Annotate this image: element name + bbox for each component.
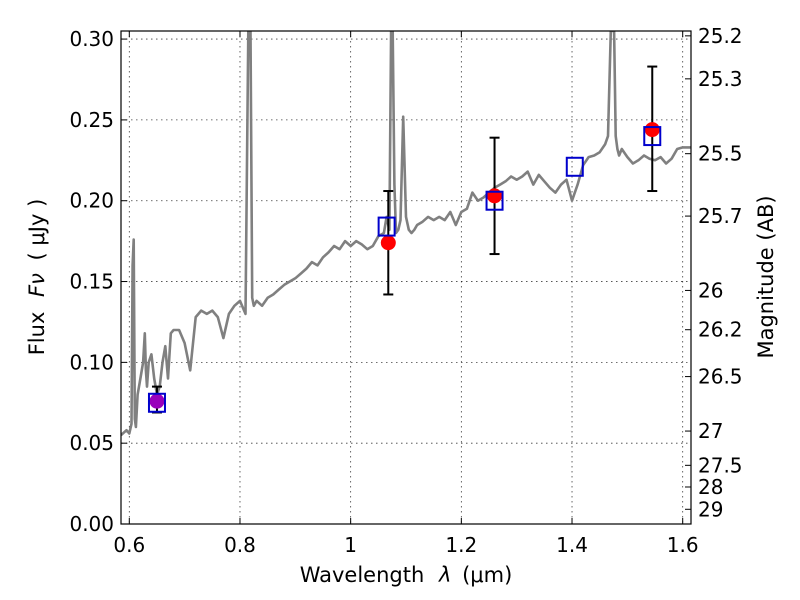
y2-tick-label: 26 xyxy=(698,278,723,302)
model-point xyxy=(565,156,584,177)
y2-tick-label: 27.5 xyxy=(698,453,743,477)
y2-tick-label: 29 xyxy=(698,497,723,521)
y-tick-label: 0.30 xyxy=(69,27,114,51)
x-tick-label: 1 xyxy=(344,533,357,557)
x-tick-label: 0.6 xyxy=(113,533,145,557)
y2-tick-label: 25.3 xyxy=(698,67,743,91)
y-tick-label: 0.10 xyxy=(69,350,114,374)
model-point xyxy=(147,392,166,413)
y2-tick-label: 26.5 xyxy=(698,365,743,389)
y2-tick-label: 26.2 xyxy=(698,318,743,342)
ticks xyxy=(121,31,691,525)
x-axis-label-symbol: λ xyxy=(438,563,451,587)
y-axis-label: Flux Fν ( μJy ) xyxy=(25,199,49,356)
y2-tick-label: 25.7 xyxy=(698,204,743,228)
y-axis-label-text: Flux xyxy=(25,312,49,356)
x-tick-label: 0.8 xyxy=(224,533,256,557)
x-axis-label-text: Wavelength xyxy=(300,563,425,587)
y2-tick-label: 28 xyxy=(698,475,723,499)
spectrum-layer xyxy=(121,31,691,437)
y-tick-label: 0.25 xyxy=(69,108,114,132)
x-tick-label: 1.6 xyxy=(667,533,699,557)
plot-frame xyxy=(120,30,692,525)
model-point xyxy=(643,126,662,147)
y2-tick-label: 27 xyxy=(698,419,723,443)
observed-point xyxy=(487,188,503,204)
x-tick-labels: 0.6 0.8 1 1.2 1.4 1.6 xyxy=(113,533,698,557)
x-axis-label: Wavelength λ (μm) xyxy=(300,563,513,587)
observed-point xyxy=(380,235,396,251)
y-axis-label-symbol: Fν xyxy=(25,273,49,297)
x-axis-label-unit: (μm) xyxy=(462,563,512,587)
y-tick-label: 0.20 xyxy=(69,189,114,213)
y2-tick-label: 25.5 xyxy=(698,142,743,166)
y-tick-label: 0.15 xyxy=(69,270,114,294)
y-axis-label-unit: ( μJy ) xyxy=(25,199,49,261)
y-tick-label: 0.05 xyxy=(69,431,114,455)
y-tick-labels: 0.00 0.05 0.10 0.15 0.20 0.25 0.30 xyxy=(69,27,114,536)
y2-tick-label: 25.2 xyxy=(698,24,743,48)
observed-point xyxy=(644,122,660,138)
y2-axis-label: Magnitude (AB) xyxy=(754,195,778,358)
observed-point xyxy=(149,393,165,409)
y-tick-label: 0.00 xyxy=(69,512,114,536)
model-point xyxy=(377,216,396,237)
model-point xyxy=(485,190,504,211)
x-tick-label: 1.4 xyxy=(556,533,588,557)
observed-points xyxy=(149,122,660,409)
spectrum-line xyxy=(121,31,691,437)
x-tick-label: 1.2 xyxy=(445,533,477,557)
model-points xyxy=(147,126,662,413)
